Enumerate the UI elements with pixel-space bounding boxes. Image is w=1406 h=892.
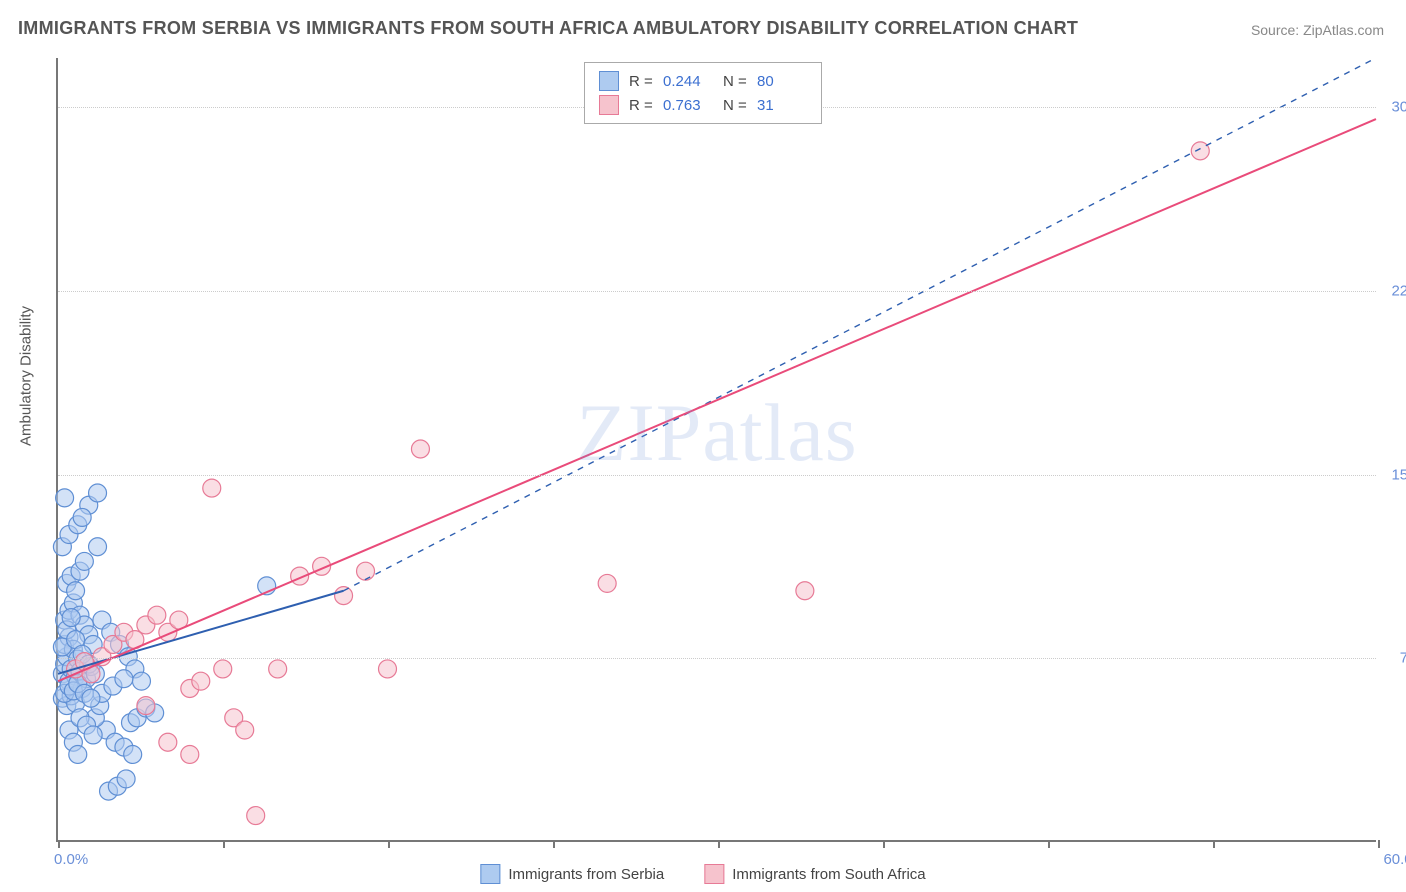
gridline (58, 658, 1376, 659)
scatter-point (73, 508, 91, 526)
legend-item: Immigrants from South Africa (704, 864, 925, 884)
scatter-point (247, 807, 265, 825)
scatter-point (75, 552, 93, 570)
x-tick (388, 840, 390, 848)
scatter-point (89, 538, 107, 556)
y-tick-label: 7.5% (1400, 650, 1406, 667)
y-tick-label: 22.5% (1391, 282, 1406, 299)
legend-swatch (480, 864, 500, 884)
scatter-point (598, 574, 616, 592)
scatter-point (62, 609, 80, 627)
scatter-point (117, 770, 135, 788)
scatter-point (181, 745, 199, 763)
scatter-point (411, 440, 429, 458)
scatter-point (132, 672, 150, 690)
x-tick (1213, 840, 1215, 848)
scatter-point (796, 582, 814, 600)
y-axis-label: Ambulatory Disability (18, 306, 35, 446)
legend-r-label: R = (629, 97, 653, 114)
legend-swatch (599, 95, 619, 115)
scatter-point (84, 726, 102, 744)
x-tick (718, 840, 720, 848)
chart-svg (58, 58, 1376, 840)
scatter-point (357, 562, 375, 580)
y-tick-label: 15.0% (1391, 466, 1406, 483)
x-max-label: 60.0% (1383, 851, 1406, 868)
source-attribution: Source: ZipAtlas.com (1251, 22, 1384, 38)
scatter-point (214, 660, 232, 678)
legend-series: Immigrants from Serbia Immigrants from So… (480, 864, 925, 884)
legend-r-label: R = (629, 73, 653, 90)
legend-swatch (704, 864, 724, 884)
scatter-point (82, 689, 100, 707)
legend-item: Immigrants from Serbia (480, 864, 664, 884)
gridline (58, 291, 1376, 292)
scatter-point (56, 489, 74, 507)
scatter-point (236, 721, 254, 739)
legend-r-value: 0.244 (663, 73, 713, 90)
x-tick (223, 840, 225, 848)
legend-label: Immigrants from Serbia (508, 866, 664, 883)
chart-title: IMMIGRANTS FROM SERBIA VS IMMIGRANTS FRO… (18, 18, 1078, 39)
legend-n-value: 80 (757, 73, 807, 90)
scatter-point (69, 745, 87, 763)
x-tick (1378, 840, 1380, 848)
scatter-point (124, 745, 142, 763)
x-tick (58, 840, 60, 848)
legend-r-value: 0.763 (663, 97, 713, 114)
scatter-point (203, 479, 221, 497)
scatter-point (89, 484, 107, 502)
legend-n-label: N = (723, 73, 747, 90)
trend-line (58, 119, 1376, 681)
scatter-point (1191, 142, 1209, 160)
x-tick (1048, 840, 1050, 848)
trend-line (58, 591, 344, 674)
y-tick-label: 30.0% (1391, 99, 1406, 116)
gridline (58, 475, 1376, 476)
scatter-point (379, 660, 397, 678)
legend-n-value: 31 (757, 97, 807, 114)
legend-label: Immigrants from South Africa (732, 866, 925, 883)
scatter-point (335, 587, 353, 605)
scatter-point (148, 606, 166, 624)
scatter-point (159, 733, 177, 751)
x-tick (883, 840, 885, 848)
legend-row: R = 0.244 N = 80 (599, 69, 807, 93)
legend-swatch (599, 71, 619, 91)
x-tick (553, 840, 555, 848)
scatter-point (115, 670, 133, 688)
scatter-point (137, 697, 155, 715)
legend-n-label: N = (723, 97, 747, 114)
scatter-point (67, 582, 85, 600)
legend-row: R = 0.763 N = 31 (599, 93, 807, 117)
plot-area: ZIPatlas 0.0% 60.0% 7.5%15.0%22.5%30.0% (56, 58, 1376, 842)
trend-line-dashed (344, 58, 1376, 591)
legend-correlation: R = 0.244 N = 80 R = 0.763 N = 31 (584, 62, 822, 124)
scatter-point (192, 672, 210, 690)
x-origin-label: 0.0% (54, 851, 88, 868)
scatter-point (269, 660, 287, 678)
